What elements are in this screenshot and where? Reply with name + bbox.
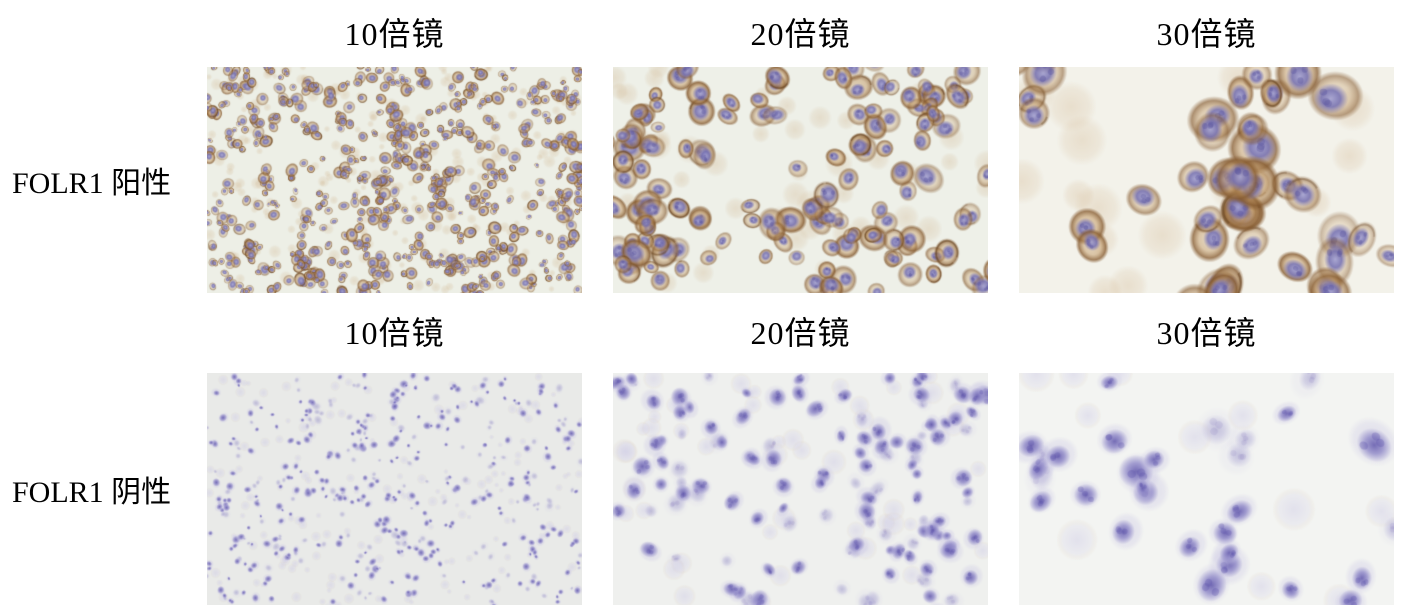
column-header-negative-10x: 10倍镜 xyxy=(344,315,445,351)
header-row-positive: 10倍镜 20倍镜 30倍镜 xyxy=(0,0,1409,67)
column-header-negative-20x: 20倍镜 xyxy=(750,315,851,351)
row-label-folr1-positive: FOLR1 阳性 xyxy=(12,167,172,200)
column-header-negative-30x: 30倍镜 xyxy=(1156,315,1257,351)
micrograph-negative-20x xyxy=(613,373,988,605)
micrograph-positive-30x xyxy=(1019,67,1394,293)
micrograph-negative-10x xyxy=(207,373,582,605)
header-row-negative: 10倍镜 20倍镜 30倍镜 xyxy=(0,293,1409,373)
micrograph-positive-20x xyxy=(613,67,988,293)
column-header-positive-10x: 10倍镜 xyxy=(344,15,445,52)
image-row-positive: FOLR1 阳性 xyxy=(0,67,1409,293)
column-header-positive-20x: 20倍镜 xyxy=(750,15,851,52)
image-row-negative: FOLR1 阴性 xyxy=(0,373,1409,605)
row-label-folr1-negative: FOLR1 阴性 xyxy=(12,476,172,509)
micrograph-negative-30x xyxy=(1019,373,1394,605)
column-header-positive-30x: 30倍镜 xyxy=(1156,15,1257,52)
micrograph-positive-10x xyxy=(207,67,582,293)
